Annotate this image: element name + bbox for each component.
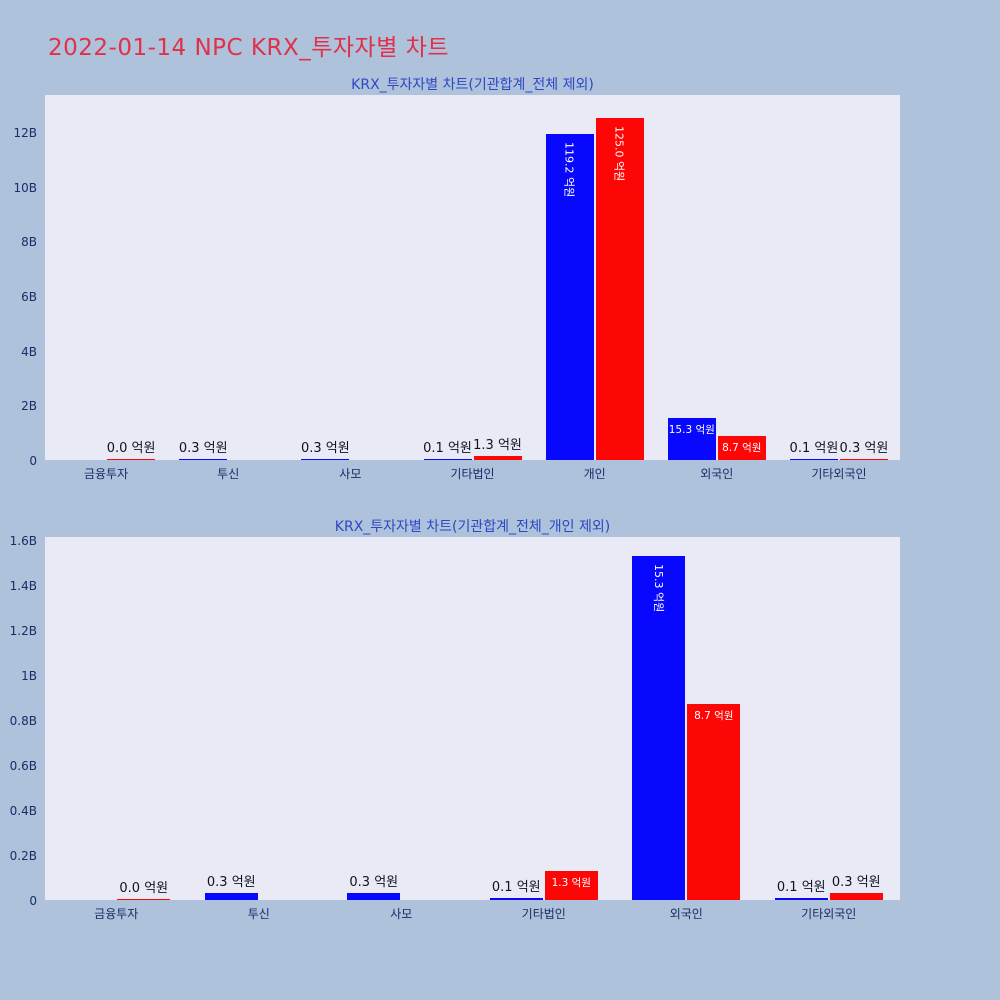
bar-blue-기타법인: [489, 898, 543, 900]
x-tick-label: 투신: [217, 467, 240, 481]
x-tick-label: 사모: [390, 907, 413, 921]
bar-blue-기타외국인: [789, 459, 838, 460]
x-tick-label: 외국인: [669, 907, 703, 921]
y-tick-label: 0: [29, 894, 37, 908]
bar-value-label: 0.0 억원: [119, 881, 169, 896]
x-axis-ticks: 금융투자 투신 사모 기타법인 외국인 기타외국인: [45, 905, 900, 923]
x-tick-label: 투신: [247, 907, 270, 921]
y-tick-label: 1.6B: [9, 533, 37, 548]
bar-blue-사모: [301, 459, 350, 460]
bar-value-label: 1.3 억원: [551, 877, 591, 889]
bar-red-외국인: [687, 704, 741, 900]
bar-blue-기타외국인: [774, 898, 828, 900]
y-tick-label: 6B: [21, 289, 37, 304]
bar-value-label: 0.1 억원: [776, 880, 826, 895]
x-tick-label: 기타외국인: [811, 467, 867, 481]
bar-value-label: 0.3 억원: [206, 875, 256, 890]
y-tick-label: 0.8B: [9, 713, 37, 728]
y-tick-label: 1.4B: [9, 578, 37, 593]
x-tick-label: 외국인: [700, 467, 734, 481]
bar-value-label: 119.2 억원: [546, 142, 594, 197]
x-tick-label: 개인: [583, 467, 606, 481]
bar-blue-외국인: [632, 556, 686, 900]
y-tick-label: 2B: [21, 399, 37, 414]
bar-blue-개인: [545, 134, 594, 460]
y-tick-label: 0.2B: [9, 849, 37, 863]
bar-value-label: 0.1 억원: [423, 441, 472, 456]
bar-blue-투신: [179, 459, 228, 460]
chart-title: KRX_투자자별 차트(기관합계_전체 제외): [351, 77, 594, 93]
bar-value-label: 0.3 억원: [349, 875, 399, 890]
bar-value-label-text: 119.2 억원: [562, 142, 576, 198]
bar-red-금융투자: [107, 459, 156, 460]
page-title: 2022-01-14 NPC KRX_투자자별 차트: [48, 35, 450, 61]
x-tick-label: 기타법인: [450, 467, 495, 481]
chart-title: KRX_투자자별 차트(기관합계_전체_개인 제외): [334, 519, 611, 535]
bar-blue-기타법인: [423, 459, 472, 460]
y-tick-label: 4B: [21, 344, 37, 359]
x-tick-label: 금융투자: [94, 907, 139, 921]
bar-red-기타외국인: [839, 459, 888, 460]
bar-red-외국인: [717, 436, 766, 460]
bar-blue-투신: [204, 893, 258, 900]
bar-value-label: 0.3 억원: [831, 875, 881, 890]
x-tick-label: 기타외국인: [801, 907, 857, 921]
bar-blue-사모: [347, 893, 401, 900]
bar-value-label: 125.0 억원: [596, 126, 644, 181]
bar-value-label: 0.1 억원: [491, 880, 541, 895]
x-tick-label: 기타법인: [521, 907, 566, 921]
bar-value-label: 15.3 억원: [632, 564, 685, 612]
bar-value-label: 15.3 억원: [668, 424, 715, 436]
y-tick-label: 0.4B: [9, 803, 37, 818]
y-tick-label: 10B: [13, 180, 37, 195]
bar-blue-외국인: [667, 418, 716, 460]
bar-red-기타법인: [544, 871, 598, 900]
bar-value-label: 0.3 억원: [839, 441, 889, 456]
x-tick-label: 사모: [339, 467, 362, 481]
y-tick-label: 8B: [21, 235, 37, 250]
plot-area: 0.0 억원 0.3 억원 0.3 억원 0.1 억원 1.3 억원 119.2 억원 12…: [45, 95, 900, 460]
bar-red-기타법인: [473, 456, 522, 460]
bar-value-label: 1.3 억원: [473, 438, 522, 453]
bar-value-label: 0.3 억원: [300, 441, 350, 456]
bar-red-기타외국인: [829, 893, 883, 900]
x-tick-label: 금융투자: [83, 467, 129, 481]
bar-value-label: 0.1 억원: [789, 441, 839, 456]
bar-value-label: 8.7 억원: [722, 442, 762, 454]
y-axis-ticks: 0 0.2B 0.4B 0.6B 0.8B 1B 1.2B 1.4B 1.6B: [0, 533, 37, 908]
y-tick-label: 1B: [21, 668, 37, 683]
y-tick-label: 0: [29, 454, 37, 468]
bar-red-금융투자: [117, 899, 171, 900]
x-axis-ticks: 금융투자 투신 사모 기타법인 개인 외국인 기타외국인: [45, 465, 900, 483]
y-tick-label: 0.6B: [9, 758, 37, 773]
bar-value-label-text: 125.0 억원: [612, 126, 626, 182]
bar-value-label: 8.7 억원: [694, 710, 734, 722]
plot-area: 0.0 억원 0.3 억원 0.3 억원 0.1 억원 1.3 억원 15.3 억원 8.7…: [45, 537, 900, 900]
y-axis-ticks: 0 2B 4B 6B 8B 10B 12B: [0, 95, 37, 468]
y-tick-label: 1.2B: [9, 623, 37, 638]
bar-value-label: 0.3 억원: [178, 441, 228, 456]
bar-value-label: 0.0 억원: [106, 441, 156, 456]
bar-red-개인: [595, 118, 644, 460]
y-tick-label: 12B: [13, 125, 37, 140]
bar-value-label-text: 15.3 억원: [651, 564, 665, 613]
